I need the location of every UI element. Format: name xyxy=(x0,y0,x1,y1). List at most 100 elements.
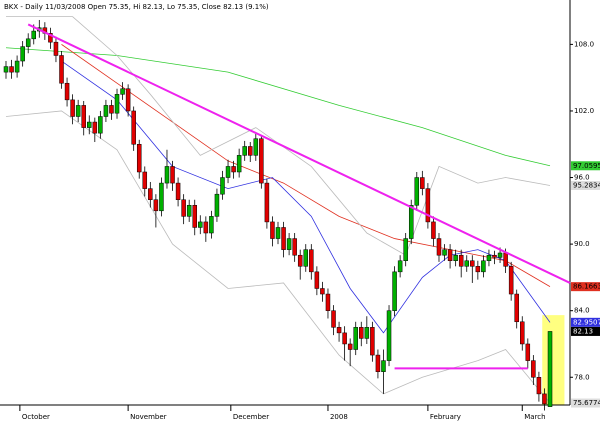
candle-body xyxy=(458,254,464,267)
candle-body xyxy=(64,82,70,101)
candle-body xyxy=(386,310,392,361)
candle-body xyxy=(114,94,120,114)
candle-body xyxy=(497,252,503,258)
candle-body xyxy=(453,254,458,262)
candle-body xyxy=(381,360,386,372)
candle-body xyxy=(447,249,453,262)
price-tag-label: 82.9507 xyxy=(573,318,600,326)
candle-body xyxy=(203,221,209,234)
candle-body xyxy=(225,166,231,178)
candle-body xyxy=(87,121,92,128)
candle-body xyxy=(520,321,525,345)
candle-body xyxy=(3,66,9,73)
x-tick-label: 2008 xyxy=(330,413,348,421)
chart-title: BKX - Daily 11/03/2008 Open 75.35, Hi 82… xyxy=(4,3,269,11)
candle-body xyxy=(186,205,192,217)
trendline xyxy=(27,23,571,284)
y-tick-label: 102.0 xyxy=(574,107,594,115)
candle-body xyxy=(92,121,98,134)
candle-body xyxy=(131,110,136,145)
candle-body xyxy=(214,193,220,217)
candle-body xyxy=(347,343,353,350)
price-tag-box xyxy=(571,161,600,171)
price-tag-box xyxy=(571,317,600,327)
candle-body xyxy=(314,271,320,289)
candle-body xyxy=(403,238,408,262)
candle-body xyxy=(275,227,281,239)
price-tag-label: 97.0595 xyxy=(573,162,600,170)
x-tick-label: February xyxy=(430,413,461,421)
price-tag-label: 95.2834 xyxy=(573,181,600,189)
candle-body xyxy=(31,30,37,40)
candle-body xyxy=(70,99,75,117)
candle-body xyxy=(53,41,59,56)
candle-body xyxy=(392,271,397,311)
candle-body xyxy=(125,88,131,112)
highlight-box xyxy=(542,315,565,405)
candle-body xyxy=(359,327,364,339)
candle-body xyxy=(547,331,553,407)
candle-body xyxy=(192,205,197,228)
candle-body xyxy=(525,343,531,361)
y-tick-label: 108.0 xyxy=(574,40,594,48)
candle-body xyxy=(325,293,331,311)
candle-body xyxy=(209,216,214,234)
candle-body xyxy=(492,254,497,258)
candle-body xyxy=(364,327,370,339)
candle-body xyxy=(109,105,114,114)
candle-body xyxy=(142,171,148,189)
candle-body xyxy=(14,60,20,73)
candle-body xyxy=(436,238,442,256)
candle-body xyxy=(508,266,514,295)
candle-body xyxy=(120,88,125,95)
candle-body xyxy=(170,166,175,184)
candle-body xyxy=(136,143,142,173)
price-tag-box xyxy=(571,326,600,336)
moving-average xyxy=(5,16,551,256)
candle-body xyxy=(309,249,314,273)
candle-body xyxy=(342,332,347,345)
candle-body xyxy=(320,288,325,295)
candle-body xyxy=(408,205,414,239)
candle-body xyxy=(303,249,309,267)
candle-body xyxy=(175,182,181,200)
candle-body xyxy=(164,166,170,184)
candle-body xyxy=(148,188,153,200)
candle-body xyxy=(536,377,542,395)
candle-body xyxy=(236,155,242,173)
x-tick-label: March xyxy=(524,413,545,421)
candle-body xyxy=(464,260,469,267)
candle-body xyxy=(375,354,381,372)
candle-body xyxy=(481,260,486,273)
price-tag-box xyxy=(571,398,600,408)
moving-average xyxy=(61,44,551,287)
candle-body xyxy=(48,33,53,43)
candle-body xyxy=(198,221,203,228)
candle-body xyxy=(370,327,375,356)
candle-body xyxy=(59,55,64,84)
candle-body xyxy=(470,260,475,267)
y-tick-label: 96.0 xyxy=(574,174,590,182)
candle-body xyxy=(542,393,547,405)
price-tag-box xyxy=(571,180,600,190)
candle-body xyxy=(153,199,159,212)
candle-body xyxy=(103,105,109,117)
candle-body xyxy=(331,310,336,328)
candle-body xyxy=(270,221,275,239)
x-tick-label: December xyxy=(233,413,269,421)
moving-average xyxy=(5,110,551,404)
candle-body xyxy=(442,249,447,256)
candle-body xyxy=(9,66,14,73)
candle-body xyxy=(159,182,164,212)
candle-body xyxy=(181,199,186,217)
price-tag-label: 86.1663 xyxy=(573,283,600,291)
candle-body xyxy=(297,254,303,267)
y-tick-label: 90.0 xyxy=(574,240,590,248)
candle-body xyxy=(220,177,225,195)
candle-body xyxy=(286,238,292,250)
candle-body xyxy=(98,116,103,134)
candle-body xyxy=(336,327,342,334)
candle-body xyxy=(475,266,481,273)
candle-body xyxy=(25,38,31,47)
candle-body xyxy=(20,46,25,62)
